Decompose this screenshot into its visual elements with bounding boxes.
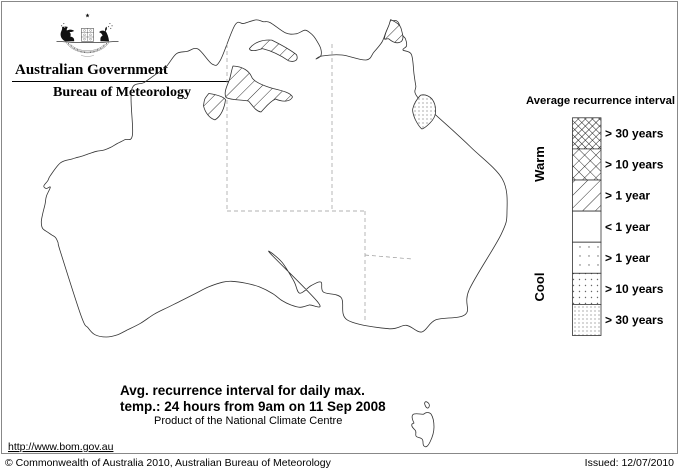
svg-text:http://www.bom.gov.au: http://www.bom.gov.au bbox=[8, 441, 114, 453]
svg-text:> 1 year: > 1 year bbox=[605, 251, 650, 265]
svg-text:Cool: Cool bbox=[532, 273, 547, 302]
svg-text:Product of the National Climat: Product of the National Climate Centre bbox=[154, 415, 342, 427]
svg-text:Average recurrence interval: Average recurrence interval bbox=[526, 95, 675, 107]
svg-text:Warm: Warm bbox=[532, 146, 547, 182]
svg-text:Avg. recurrence interval for d: Avg. recurrence interval for daily max. bbox=[120, 383, 365, 398]
svg-text:> 30 years: > 30 years bbox=[605, 313, 664, 327]
svg-text:> 1 year: > 1 year bbox=[605, 189, 650, 203]
svg-text:> 10 years: > 10 years bbox=[605, 282, 664, 296]
svg-text:temp.: 24 hours from 9am on 11: temp.: 24 hours from 9am on 11 Sep 2008 bbox=[120, 399, 386, 414]
svg-text:< 1 year: < 1 year bbox=[605, 220, 650, 234]
svg-text:> 10 years: > 10 years bbox=[605, 158, 664, 172]
svg-text:> 30 years: > 30 years bbox=[605, 127, 664, 141]
